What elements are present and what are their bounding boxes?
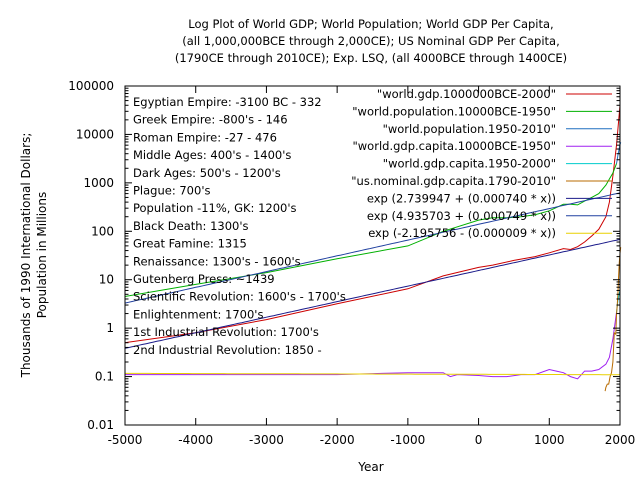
- era-annotations: Egyptian Empire: -3100 BC - 332 Greek Emp…: [133, 95, 346, 357]
- y-axis-label-line: Thousands of 1990 International Dollars;: [19, 133, 33, 379]
- era-annotation: Gutenberg Press: ~1439: [133, 272, 275, 286]
- era-annotation: Dark Ages: 500's - 1200's: [133, 166, 281, 180]
- y-tick-label: 1: [106, 321, 114, 335]
- y-tick-label: 10: [99, 273, 114, 287]
- legend-label: exp (-2.195756 - (0.000009 * x)): [368, 226, 556, 240]
- legend-label: "world.gdp.capita.1950-2000": [383, 157, 556, 171]
- legend-label: "world.population.1950-2010": [383, 122, 556, 136]
- legend-label: exp (2.739947 + (0.000740 * x)): [367, 191, 556, 205]
- era-annotation: 2nd Industrial Revolution: 1850 -: [133, 343, 322, 357]
- x-tick-label: -5000: [108, 433, 143, 447]
- x-tick-label: -4000: [178, 433, 213, 447]
- series-line: [124, 192, 621, 304]
- x-tick-label: 0: [475, 433, 483, 447]
- era-annotation: Population -11%, GK: 1200's: [133, 201, 297, 215]
- chart-title-line: (1790CE through 2010CE); Exp. LSQ, (all …: [175, 51, 567, 65]
- x-tick-label: -3000: [249, 433, 284, 447]
- series-line: [124, 163, 617, 297]
- series-lines: [124, 105, 622, 392]
- legend-label: "world.gdp.capita.10000BCE-1950": [352, 139, 556, 153]
- legend-label: "us.nominal.gdp.capita.1790-2010": [351, 174, 556, 188]
- axis-ticks: -5000 -4000 -3000 -2000 -1000 0 1000 2000 0.01 0.…: [68, 79, 635, 447]
- era-annotation: Plague: 700's: [133, 184, 210, 198]
- x-tick-label: 2000: [605, 433, 636, 447]
- y-tick-label: 0.01: [87, 418, 114, 432]
- y-axis-label: Thousands of 1990 International Dollars;…: [19, 133, 49, 379]
- era-annotation: 1st Industrial Revolution: 1700's: [133, 325, 319, 339]
- series-line: [125, 372, 620, 376]
- era-annotation: Enlightenment: 1700's: [133, 307, 263, 321]
- era-annotation: Great Famine: 1315: [133, 237, 247, 251]
- legend-label: exp (4.935703 + (0.000749 * x)): [367, 209, 556, 223]
- series-line: [125, 312, 617, 380]
- y-tick-label: 1000: [83, 176, 114, 190]
- era-annotation: Renaissance: 1300's - 1600's: [133, 254, 301, 268]
- legend-label: "world.population.10000BCE-1950": [352, 104, 556, 118]
- era-annotation: Egyptian Empire: -3100 BC - 332: [133, 95, 322, 109]
- x-tick-label: 1000: [534, 433, 565, 447]
- x-tick-label: -2000: [320, 433, 355, 447]
- series-line: [604, 247, 622, 392]
- era-annotation: Middle Ages: 400's - 1400's: [133, 148, 291, 162]
- y-tick-label: 100: [91, 224, 114, 238]
- series-line: [124, 105, 621, 344]
- plot-frame: [124, 85, 621, 426]
- era-annotation: Black Death: 1300's: [133, 219, 249, 233]
- chart-title: Log Plot of World GDP; World Population;…: [175, 17, 567, 65]
- x-axis-label: Year: [357, 460, 383, 474]
- chart-title-line: (all 1,000,000BCE through 2,000CE); US N…: [182, 34, 560, 48]
- era-annotation: Roman Empire: -27 - 476: [133, 130, 277, 144]
- legend-label: "world.gdp.1000000BCE-2000": [377, 87, 556, 101]
- y-tick-label: 100000: [68, 79, 114, 93]
- x-tick-label: -1000: [390, 433, 425, 447]
- era-annotation: Scientific Revolution: 1600's - 1700's: [133, 290, 346, 304]
- series-line: [124, 238, 621, 349]
- y-tick-label: 0.1: [95, 370, 114, 384]
- era-annotation: Greek Empire: -800's - 146: [133, 113, 288, 127]
- legend: "world.gdp.1000000BCE-2000" "world.popula…: [351, 87, 612, 240]
- chart-title-line: Log Plot of World GDP; World Population;…: [188, 17, 553, 31]
- y-tick-label: 10000: [76, 127, 114, 141]
- y-axis-label-line: Population in Millions: [35, 192, 49, 319]
